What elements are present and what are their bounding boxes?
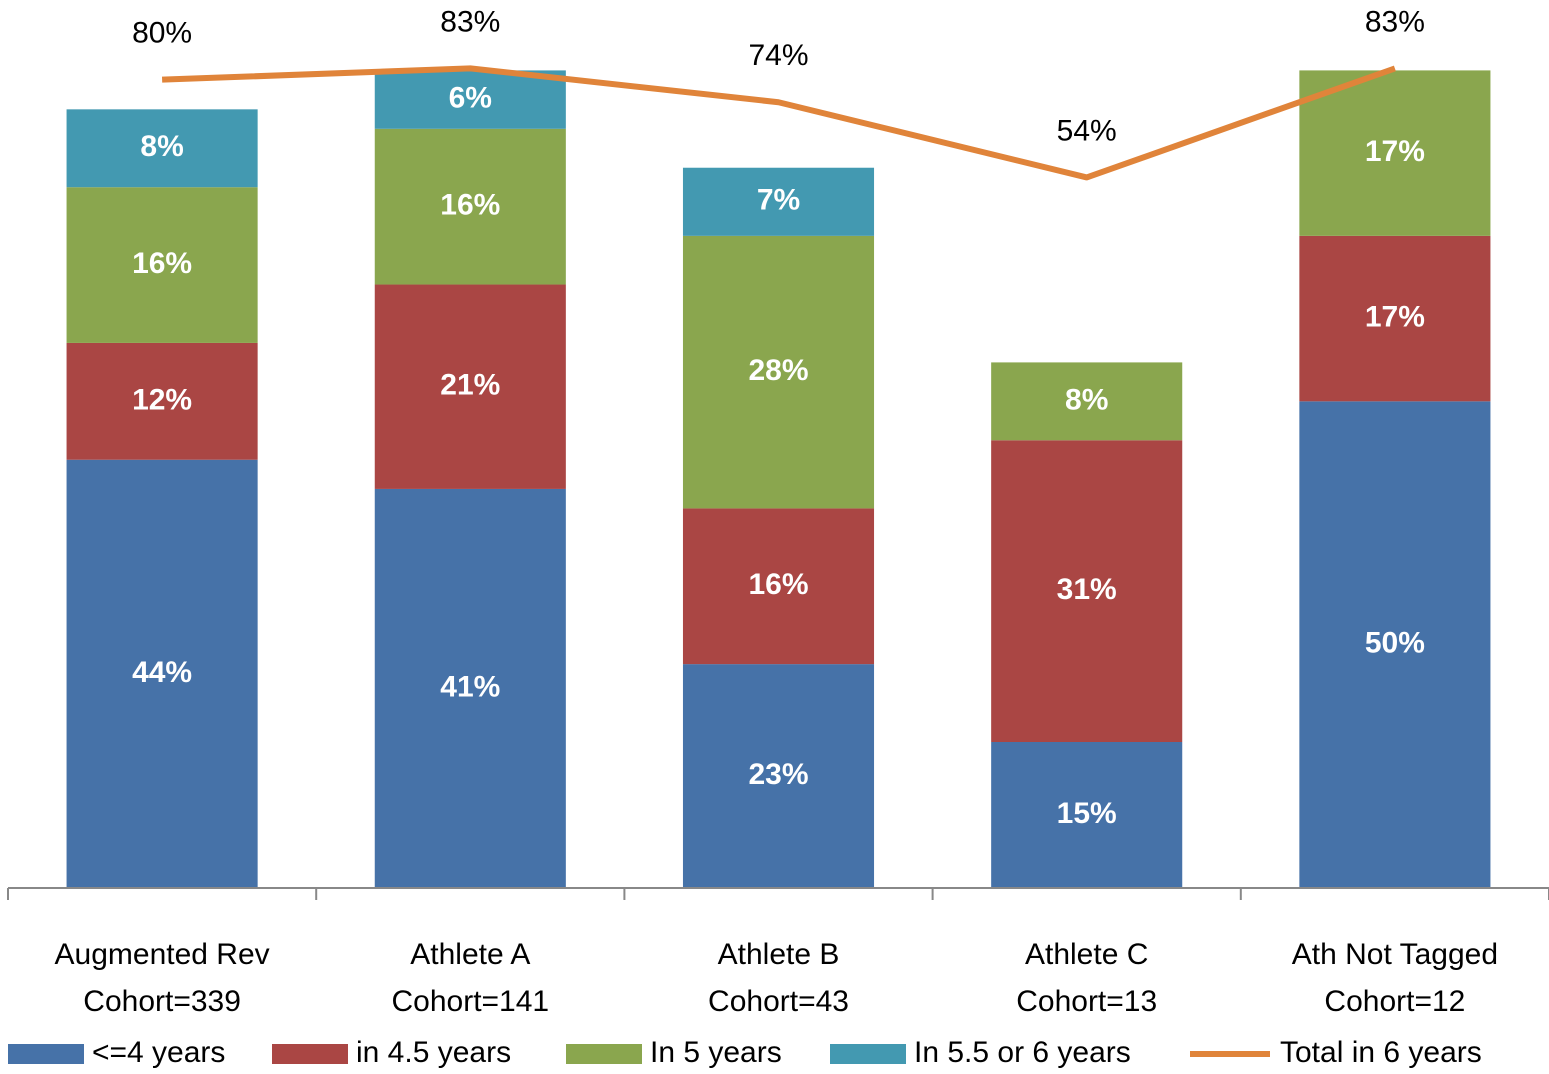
data-label: 8% [1065,383,1108,416]
x-tick-label: Cohort=141 [391,985,549,1018]
x-tick-label: Cohort=12 [1324,985,1465,1018]
line-label: 83% [440,5,500,38]
x-tick-label: Athlete B [718,938,840,971]
bar-segment [682,167,875,236]
legend-swatch [272,1044,348,1064]
data-label: 28% [748,354,808,387]
x-tick-label: Athlete A [410,938,530,971]
data-label: 50% [1365,627,1425,660]
bar-segment [66,187,258,343]
legend-swatch [830,1044,906,1064]
bar-segment [1299,70,1491,236]
x-tick-label: Augmented Rev [55,938,270,971]
legend-label: In 5.5 or 6 years [914,1036,1131,1069]
x-tick-label: Cohort=339 [83,985,241,1018]
bar-segment [991,362,1183,441]
data-label: 17% [1365,301,1425,334]
bar-segment [1299,401,1491,888]
bar-segment [991,742,1183,888]
data-label: 16% [440,189,500,222]
data-label: 8% [140,130,183,163]
line-label: 74% [748,39,808,72]
x-tick-label: Ath Not Tagged [1292,938,1498,971]
legend-label: in 4.5 years [356,1036,511,1069]
bar-segment [374,128,566,285]
data-label: 31% [1057,573,1117,606]
data-label: 17% [1365,135,1425,168]
data-label: 21% [440,369,500,402]
data-label: 6% [449,82,492,115]
bar-segment [374,70,566,129]
bar-segment [374,488,566,888]
line-series [161,65,1396,181]
x-tick-label: Cohort=13 [1016,985,1157,1018]
data-label: 16% [748,568,808,601]
data-label: 16% [132,247,192,280]
legend-label: In 5 years [650,1036,782,1069]
x-tick-label: Cohort=43 [708,985,849,1018]
line-label: 83% [1365,5,1425,38]
bar-segment [66,342,258,460]
bar-segment [1299,235,1491,402]
legend-swatch [8,1044,84,1064]
data-label: 23% [748,758,808,791]
bar-segment [66,459,258,888]
legend-swatch [566,1044,642,1064]
bar-segment [374,284,566,489]
data-label: 15% [1057,797,1117,830]
x-tick-label: Athlete C [1025,938,1148,971]
bar-segment [991,440,1183,742]
data-label: 12% [132,383,192,416]
line-label: 54% [1057,114,1117,147]
bar-segment [682,508,875,665]
data-label: 7% [757,184,800,217]
legend-label: <=4 years [92,1036,225,1069]
bar-segment [66,109,258,188]
data-label: 44% [132,656,192,689]
bar-segment [682,664,875,888]
data-label: 41% [440,670,500,703]
bar-segment [682,235,875,509]
line-label: 80% [132,17,192,50]
legend-label: Total in 6 years [1280,1036,1482,1069]
